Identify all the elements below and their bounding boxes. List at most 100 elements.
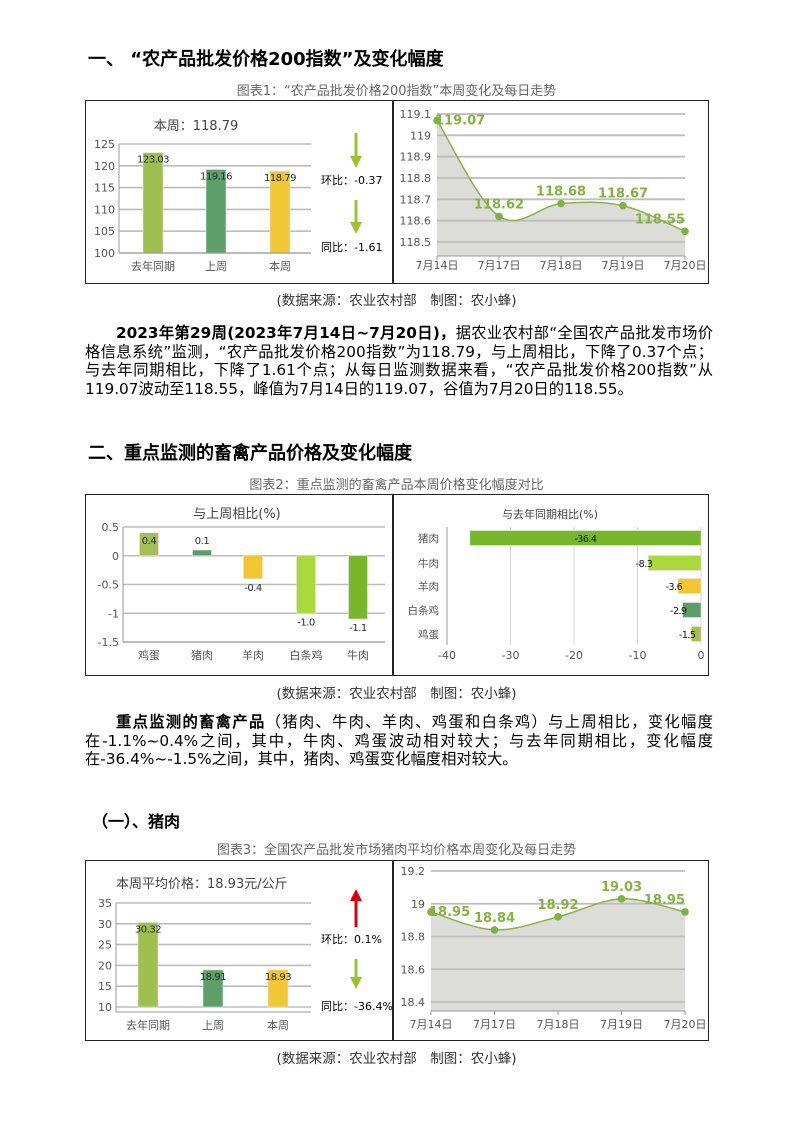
- chart-title: 与上周相比(%): [193, 507, 281, 522]
- x-tick-label: 本周: [269, 259, 291, 273]
- bar-value-label: -8.3: [636, 559, 653, 570]
- y-tick-label: 猪肉: [418, 532, 439, 545]
- x-tick-label: 7月17日: [473, 1018, 516, 1031]
- index-daily-trend-chart: 118.5 118.6 118.7 118.8 118.9 119 119.1 119.07 7…: [400, 108, 707, 272]
- y-tick-label: 鸡蛋: [418, 628, 439, 641]
- x-tick-label: 鸡蛋: [138, 648, 160, 662]
- panel-divider: [392, 495, 394, 675]
- arrow-down-icon: [350, 133, 362, 168]
- y-tick-label: 白条鸡: [408, 604, 440, 617]
- data-point: [681, 227, 689, 236]
- y-tick-label: 125: [94, 138, 115, 151]
- y-tick-label: 118.7: [400, 193, 432, 206]
- pork-daily-trend-chart: 18.4 18.6 18.8 19 19.2 18.95 7月14日 18.84 7月17日 18…: [401, 865, 707, 1031]
- bar: [243, 555, 263, 580]
- bar: [691, 626, 702, 642]
- bar: [142, 152, 164, 254]
- bar: [267, 969, 289, 1008]
- x-tick-label: 7月18日: [537, 1018, 580, 1031]
- x-tick-label: 去年同期: [126, 1018, 170, 1032]
- y-tick-label: 牛肉: [418, 557, 439, 570]
- area-fill: [431, 898, 685, 1011]
- bar-value-label: -1.5: [679, 630, 696, 641]
- panel-divider: [392, 101, 394, 283]
- y-tick-label: 35: [98, 897, 112, 910]
- data-label: 118.55: [635, 212, 685, 227]
- data-label: 18.84: [474, 911, 515, 926]
- indicator-value: -0.37: [354, 174, 382, 187]
- pork-weekly-bar-chart: 本周平均价格：18.93元/公斤 10 15 20 25 30 35 30.32 去年同期 18.…: [98, 876, 392, 1032]
- data-point: [681, 908, 689, 916]
- bar-value-label: 0.4: [142, 536, 157, 547]
- bar-value-label: 18.91: [200, 972, 226, 983]
- bar-value-label: -1.1: [349, 623, 367, 634]
- bar: [139, 532, 159, 557]
- data-point: [619, 201, 627, 210]
- bar-value-label: 118.79: [264, 173, 296, 184]
- x-tick-label: -30: [502, 649, 520, 662]
- x-tick-label: 羊肉: [242, 648, 264, 662]
- y-tick-label: 10: [98, 1001, 112, 1014]
- y-tick-label: 25: [98, 939, 112, 952]
- y-tick-label: 118.5: [400, 236, 432, 249]
- data-label: 119.07: [435, 113, 485, 128]
- bar: [677, 578, 702, 594]
- chart-title: 本周：118.79: [154, 119, 239, 134]
- x-tick-label: 上周: [202, 1019, 224, 1032]
- year-change-hbar-chart: 与去年同期相比(%) -40 -30 -20 -10 0 -36.4 猪肉 -8.3 牛肉 -3.6…: [408, 507, 705, 662]
- data-label: 118.67: [598, 187, 648, 202]
- x-tick-label: 7月20日: [664, 259, 707, 272]
- y-tick-label: 120: [94, 160, 115, 173]
- section-1-paragraph: 2023年第29周(2023年7月14日~7月20日)，据农业农村部“全国农产品…: [85, 324, 713, 398]
- chart-title: 本周平均价格：18.93元/公斤: [116, 876, 288, 892]
- y-tick-label: 0: [112, 550, 119, 563]
- index-weekly-bar-chart: 本周：118.79 100 105 110 115 120 125 123.03 去年同期 119…: [94, 119, 382, 273]
- y-tick-label: 18.8: [401, 931, 426, 944]
- x-tick-label: 白条鸡: [290, 648, 323, 662]
- figure-2-caption: 图表2：重点监测的畜禽产品本周价格变化幅度对比: [249, 478, 544, 493]
- arrow-down-icon: [350, 200, 362, 234]
- data-label: 18.95: [429, 905, 470, 920]
- paragraph-lead: 重点监测的畜禽产品: [116, 713, 266, 731]
- y-tick-label: 18.6: [401, 963, 426, 976]
- paragraph-body: （猪肉、牛肉、羊肉、鸡蛋和白条鸡）与上周相比，变化幅度在-1.1%~0.4%之间…: [85, 713, 713, 768]
- arrow-up-icon: [350, 889, 362, 927]
- bar: [202, 969, 224, 1008]
- x-tick-label: -40: [438, 649, 456, 662]
- indicator-value: -1.61: [354, 241, 382, 254]
- data-label: 18.95: [644, 893, 685, 908]
- data-point: [427, 908, 435, 916]
- y-tick-label: 105: [94, 225, 115, 238]
- bar: [137, 922, 159, 1008]
- bar-value-label: 123.03: [137, 155, 169, 166]
- bar-value-label: 18.93: [265, 972, 291, 983]
- arrow-down-icon: [350, 959, 362, 989]
- indicator-label: 环比：: [321, 933, 354, 946]
- section-2-paragraph: 重点监测的畜禽产品（猪肉、牛肉、羊肉、鸡蛋和白条鸡）与上周相比，变化幅度在-1.…: [85, 713, 713, 769]
- y-tick-label: 119.1: [400, 108, 432, 121]
- x-tick-label: 7月20日: [664, 1018, 707, 1031]
- y-tick-label: 110: [94, 203, 115, 216]
- indicator-value: 0.1%: [354, 933, 382, 946]
- y-tick-label: 18.4: [401, 996, 426, 1009]
- y-tick-label: -1.5: [98, 636, 119, 649]
- bar: [296, 555, 316, 614]
- x-tick-label: 7月19日: [600, 1018, 643, 1031]
- bar: [192, 549, 212, 557]
- x-tick-label: 7月14日: [410, 1018, 453, 1031]
- bar-value-label: -1.0: [297, 617, 315, 628]
- indicator-label: 同比：: [321, 241, 354, 254]
- figure-2: 与上周相比(%) -1.5 -1 -0.5 0 0.5 0.4 鸡蛋 0.1 猪肉 -0.4 羊肉 -1…: [85, 494, 709, 676]
- data-point: [490, 926, 499, 934]
- data-point: [433, 116, 441, 125]
- bar: [647, 555, 702, 571]
- data-label: 19.03: [601, 880, 642, 895]
- bar-value-label: -0.4: [244, 583, 262, 594]
- y-tick-label: 118.8: [400, 172, 432, 185]
- x-tick-label: 7月19日: [602, 259, 645, 272]
- x-tick-label: 0: [698, 649, 705, 662]
- y-tick-label: -1: [108, 607, 119, 620]
- figure-1: 本周：118.79 100 105 110 115 120 125 123.03 去年同期 119…: [85, 100, 709, 284]
- y-tick-label: 19.2: [401, 865, 426, 878]
- x-tick-label: -10: [629, 649, 647, 662]
